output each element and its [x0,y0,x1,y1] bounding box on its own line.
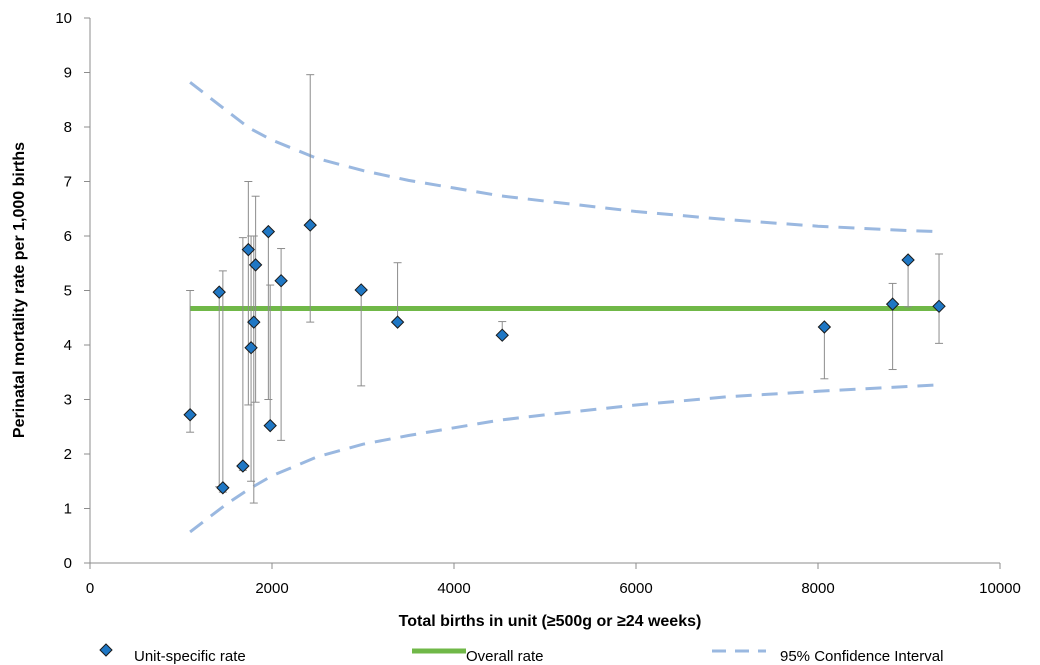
y-tick-label: 10 [55,10,72,27]
x-tick-label: 2000 [255,580,288,597]
y-tick-label: 1 [64,501,72,518]
data-point [212,285,226,299]
legend-label-unit-specific-rate: Unit-specific rate [134,648,246,665]
data-point [261,224,276,239]
legend-diamond-marker [99,643,113,657]
ci-upper-line [189,81,940,234]
data-point [354,283,368,297]
y-tick-label: 3 [64,392,72,409]
data-point [901,253,915,267]
y-tick-label: 6 [64,228,72,245]
y-tick-label: 9 [64,65,72,82]
x-tick-label: 10000 [979,580,1021,597]
data-point [390,315,405,329]
legend-label-overall-rate: Overall rate [466,648,544,665]
data-point [885,297,900,311]
data-point [236,459,250,473]
ci-lower-line [189,383,940,534]
y-tick-label: 0 [64,555,72,572]
y-axis-ticks: 0 1 2 3 4 5 6 7 8 9 10 [55,10,90,572]
data-points [183,218,946,495]
y-tick-label: 4 [64,337,72,354]
x-axis-ticks: 0 2000 4000 6000 8000 10000 [86,563,1021,597]
x-tick-label: 4000 [437,580,470,597]
y-tick-label: 2 [64,446,72,463]
data-point [495,328,509,342]
data-point [216,481,230,495]
legend: Unit-specific rate Overall rate 95% Conf… [99,643,943,665]
data-point [247,315,261,329]
x-tick-label: 6000 [619,580,652,597]
legend-item-95-confidence-interval: 95% Confidence Interval [712,648,943,665]
x-axis-title: Total births in unit (≥500g or ≥24 weeks… [399,613,702,630]
y-tick-label: 8 [64,119,72,136]
data-point [932,299,946,314]
data-point [303,218,317,232]
data-point [274,273,288,288]
y-tick-label: 7 [64,174,72,191]
x-tick-label: 8000 [801,580,834,597]
legend-item-unit-specific-rate: Unit-specific rate [99,643,246,665]
y-tick-label: 5 [64,283,72,300]
data-point [263,418,277,433]
error-bars [186,74,944,504]
data-point [817,320,832,334]
legend-label-95-confidence-interval: 95% Confidence Interval [780,648,943,665]
data-point [244,341,258,355]
legend-item-overall-rate: Overall rate [412,648,544,665]
data-point [183,408,197,422]
y-axis-title: Perinatal mortality rate per 1,000 birth… [11,142,28,438]
data-point [241,242,256,257]
data-point [248,258,263,272]
confidence-interval-lines [189,81,940,534]
x-tick-label: 0 [86,580,94,597]
